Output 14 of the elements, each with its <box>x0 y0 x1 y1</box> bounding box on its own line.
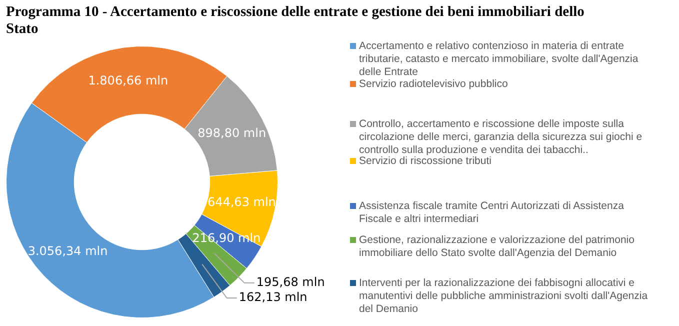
legend-label: Controllo, accertamento e riscossione delle imposte sulla circolazione delle merci, garanzia della sicurezza sui giochi e controllo sulla produzione e vendita dei tabacchi.. <box>358 118 644 156</box>
chart-title: Programma 10 - Accertamento e riscossione delle entrate e gestione dei beni immobiliari dello Stato <box>6 4 586 38</box>
data-label: 195,68 mln <box>256 275 325 290</box>
data-label: 162,13 mln <box>238 290 308 304</box>
legend-label: Interventi per la razionalizzazione dei fabbisogni allocativi e manutentivi delle pubbliche amministrazioni svolti dall'Agenzia del Demanio <box>358 277 649 316</box>
legend-label: Servizio radiotelevisivo pubblico <box>358 78 509 91</box>
data-label: 1.806,66 mln <box>88 73 168 88</box>
legend-label: Gestione, razionalizzazione e valorizzazione del patrimonio immobiliare dello Stato svolte dall'Agenzia del Demanio <box>358 234 636 260</box>
legend-label: Assistenza fiscale tramite Centri Autorizzati di Assistenza Fiscale e altri intermediari <box>358 200 625 226</box>
data-label: 644,63 mln <box>207 194 276 209</box>
data-label: 898,80 mln <box>198 126 266 140</box>
legend-label: Accertamento e relativo contenzioso in materia di entrate tributarie, catasto e mercato immobiliare, svolte dall'Agenzia delle Entrate <box>358 40 640 79</box>
data-label: 3.056,34 mln <box>28 244 108 258</box>
legend-label: Servizio di riscossione tributi <box>358 155 492 168</box>
